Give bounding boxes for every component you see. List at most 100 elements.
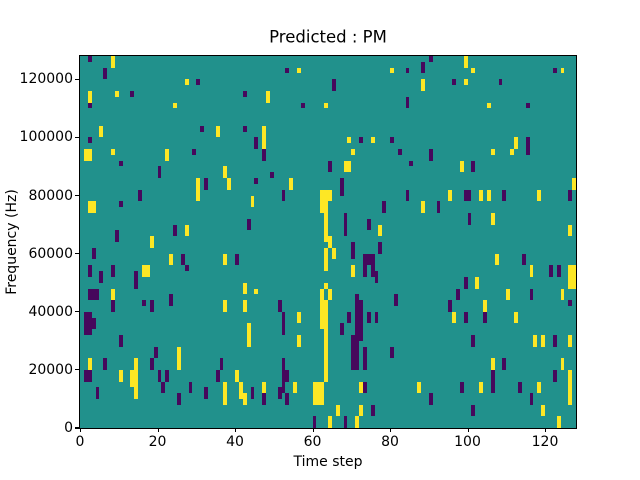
- heatmap-cell: [351, 265, 356, 277]
- heatmap-cell: [320, 300, 328, 330]
- heatmap-cell: [568, 335, 573, 347]
- heatmap-cell: [118, 160, 123, 167]
- chart-title: Predicted : PM: [269, 27, 387, 47]
- heatmap-cell: [552, 335, 557, 347]
- heatmap-cell: [242, 300, 247, 312]
- heatmap-cell: [204, 178, 208, 190]
- heatmap-cell: [452, 79, 456, 86]
- heatmap-cell: [370, 404, 375, 417]
- heatmap-cell: [223, 166, 228, 179]
- heatmap-cell: [297, 335, 301, 347]
- heatmap-cell: [157, 369, 162, 382]
- heatmap-cell: [463, 56, 468, 68]
- heatmap-cell: [370, 137, 375, 144]
- heatmap-cell: [111, 288, 115, 301]
- heatmap-cell: [130, 90, 135, 97]
- heatmap-cell: [498, 79, 503, 86]
- heatmap-cell: [556, 416, 561, 428]
- heatmap-cell: [285, 369, 290, 382]
- heatmap-cell: [552, 67, 557, 74]
- heatmap-cell: [235, 253, 239, 266]
- heatmap-cell: [289, 178, 294, 190]
- heatmap-cell: [351, 242, 356, 260]
- heatmap-cell: [262, 125, 266, 149]
- heatmap-cell: [370, 253, 375, 272]
- x-tick-label: 0: [75, 434, 85, 450]
- heatmap-cell: [138, 189, 142, 202]
- heatmap-cell: [173, 102, 177, 109]
- heatmap-cell: [483, 311, 487, 324]
- heatmap-cell: [149, 236, 154, 248]
- heatmap-cell: [196, 178, 201, 190]
- heatmap-cell: [366, 311, 371, 324]
- heatmap-cell: [455, 288, 460, 301]
- heatmap-cell: [91, 247, 96, 260]
- x-tick-mark: [157, 428, 159, 432]
- heatmap-cell: [269, 172, 274, 179]
- y-tick-mark: [75, 311, 79, 313]
- heatmap-cell: [246, 323, 251, 347]
- heatmap-cell: [517, 381, 522, 394]
- heatmap-cell: [370, 265, 375, 277]
- heatmap-cell: [428, 149, 433, 161]
- heatmap-cell: [111, 300, 115, 312]
- heatmap-cell: [324, 369, 328, 382]
- heatmap-cell: [242, 125, 247, 132]
- x-tick-mark: [80, 428, 82, 432]
- heatmap-cell: [328, 236, 332, 248]
- heatmap-cell: [556, 265, 561, 277]
- heatmap-cell: [184, 224, 189, 237]
- heatmap-cell: [390, 346, 394, 359]
- heatmap-cell: [560, 288, 565, 301]
- heatmap-cell: [343, 160, 352, 173]
- y-tick-label: 60000: [28, 245, 73, 262]
- y-tick-mark: [75, 78, 79, 80]
- heatmap-cell: [328, 416, 332, 428]
- heatmap-cell: [359, 381, 363, 394]
- heatmap-cell: [87, 137, 92, 144]
- heatmap-cell: [87, 265, 92, 277]
- heatmap-cell: [114, 230, 119, 242]
- heatmap-cell: [479, 381, 483, 394]
- heatmap-cell: [366, 218, 371, 231]
- heatmap-cell: [343, 212, 348, 237]
- heatmap-cell: [169, 294, 173, 306]
- heatmap-cell: [87, 201, 96, 213]
- heatmap-cell: [262, 149, 266, 161]
- heatmap-cell: [149, 358, 154, 370]
- heatmap-cell: [242, 90, 247, 97]
- heatmap-cell: [514, 137, 518, 149]
- heatmap-cell: [149, 300, 154, 312]
- heatmap-cell: [165, 149, 170, 161]
- heatmap-cell: [184, 79, 189, 86]
- heatmap-cell: [359, 404, 363, 417]
- y-tick-label: 20000: [28, 361, 73, 378]
- heatmap-cell: [297, 311, 301, 324]
- x-tick-mark: [545, 428, 547, 432]
- heatmap-cell: [362, 253, 367, 266]
- heatmap-cell: [103, 358, 108, 370]
- x-tick-label: 60: [303, 434, 322, 450]
- heatmap-cell: [506, 288, 511, 301]
- heatmap-cell: [378, 224, 383, 237]
- heatmap-cell: [196, 189, 201, 202]
- heatmap-cell: [285, 67, 290, 74]
- y-tick-label: 40000: [28, 303, 73, 320]
- heatmap-cell: [378, 242, 383, 254]
- heatmap-cell: [486, 189, 491, 202]
- y-tick-mark: [75, 136, 79, 138]
- heatmap-cell: [541, 404, 545, 417]
- heatmap-cell: [161, 381, 166, 394]
- heatmap-cell: [374, 271, 379, 283]
- heatmap-cell: [475, 276, 480, 289]
- heatmap-cell: [83, 311, 92, 335]
- heatmap-cell: [471, 67, 476, 74]
- heatmap-cell: [486, 102, 491, 109]
- heatmap-cell: [448, 189, 452, 202]
- heatmap-cell: [266, 90, 270, 103]
- heatmap-cell: [494, 253, 499, 266]
- heatmap-cell: [421, 201, 425, 213]
- heatmap-cell: [246, 218, 251, 231]
- heatmap-cell: [328, 160, 332, 173]
